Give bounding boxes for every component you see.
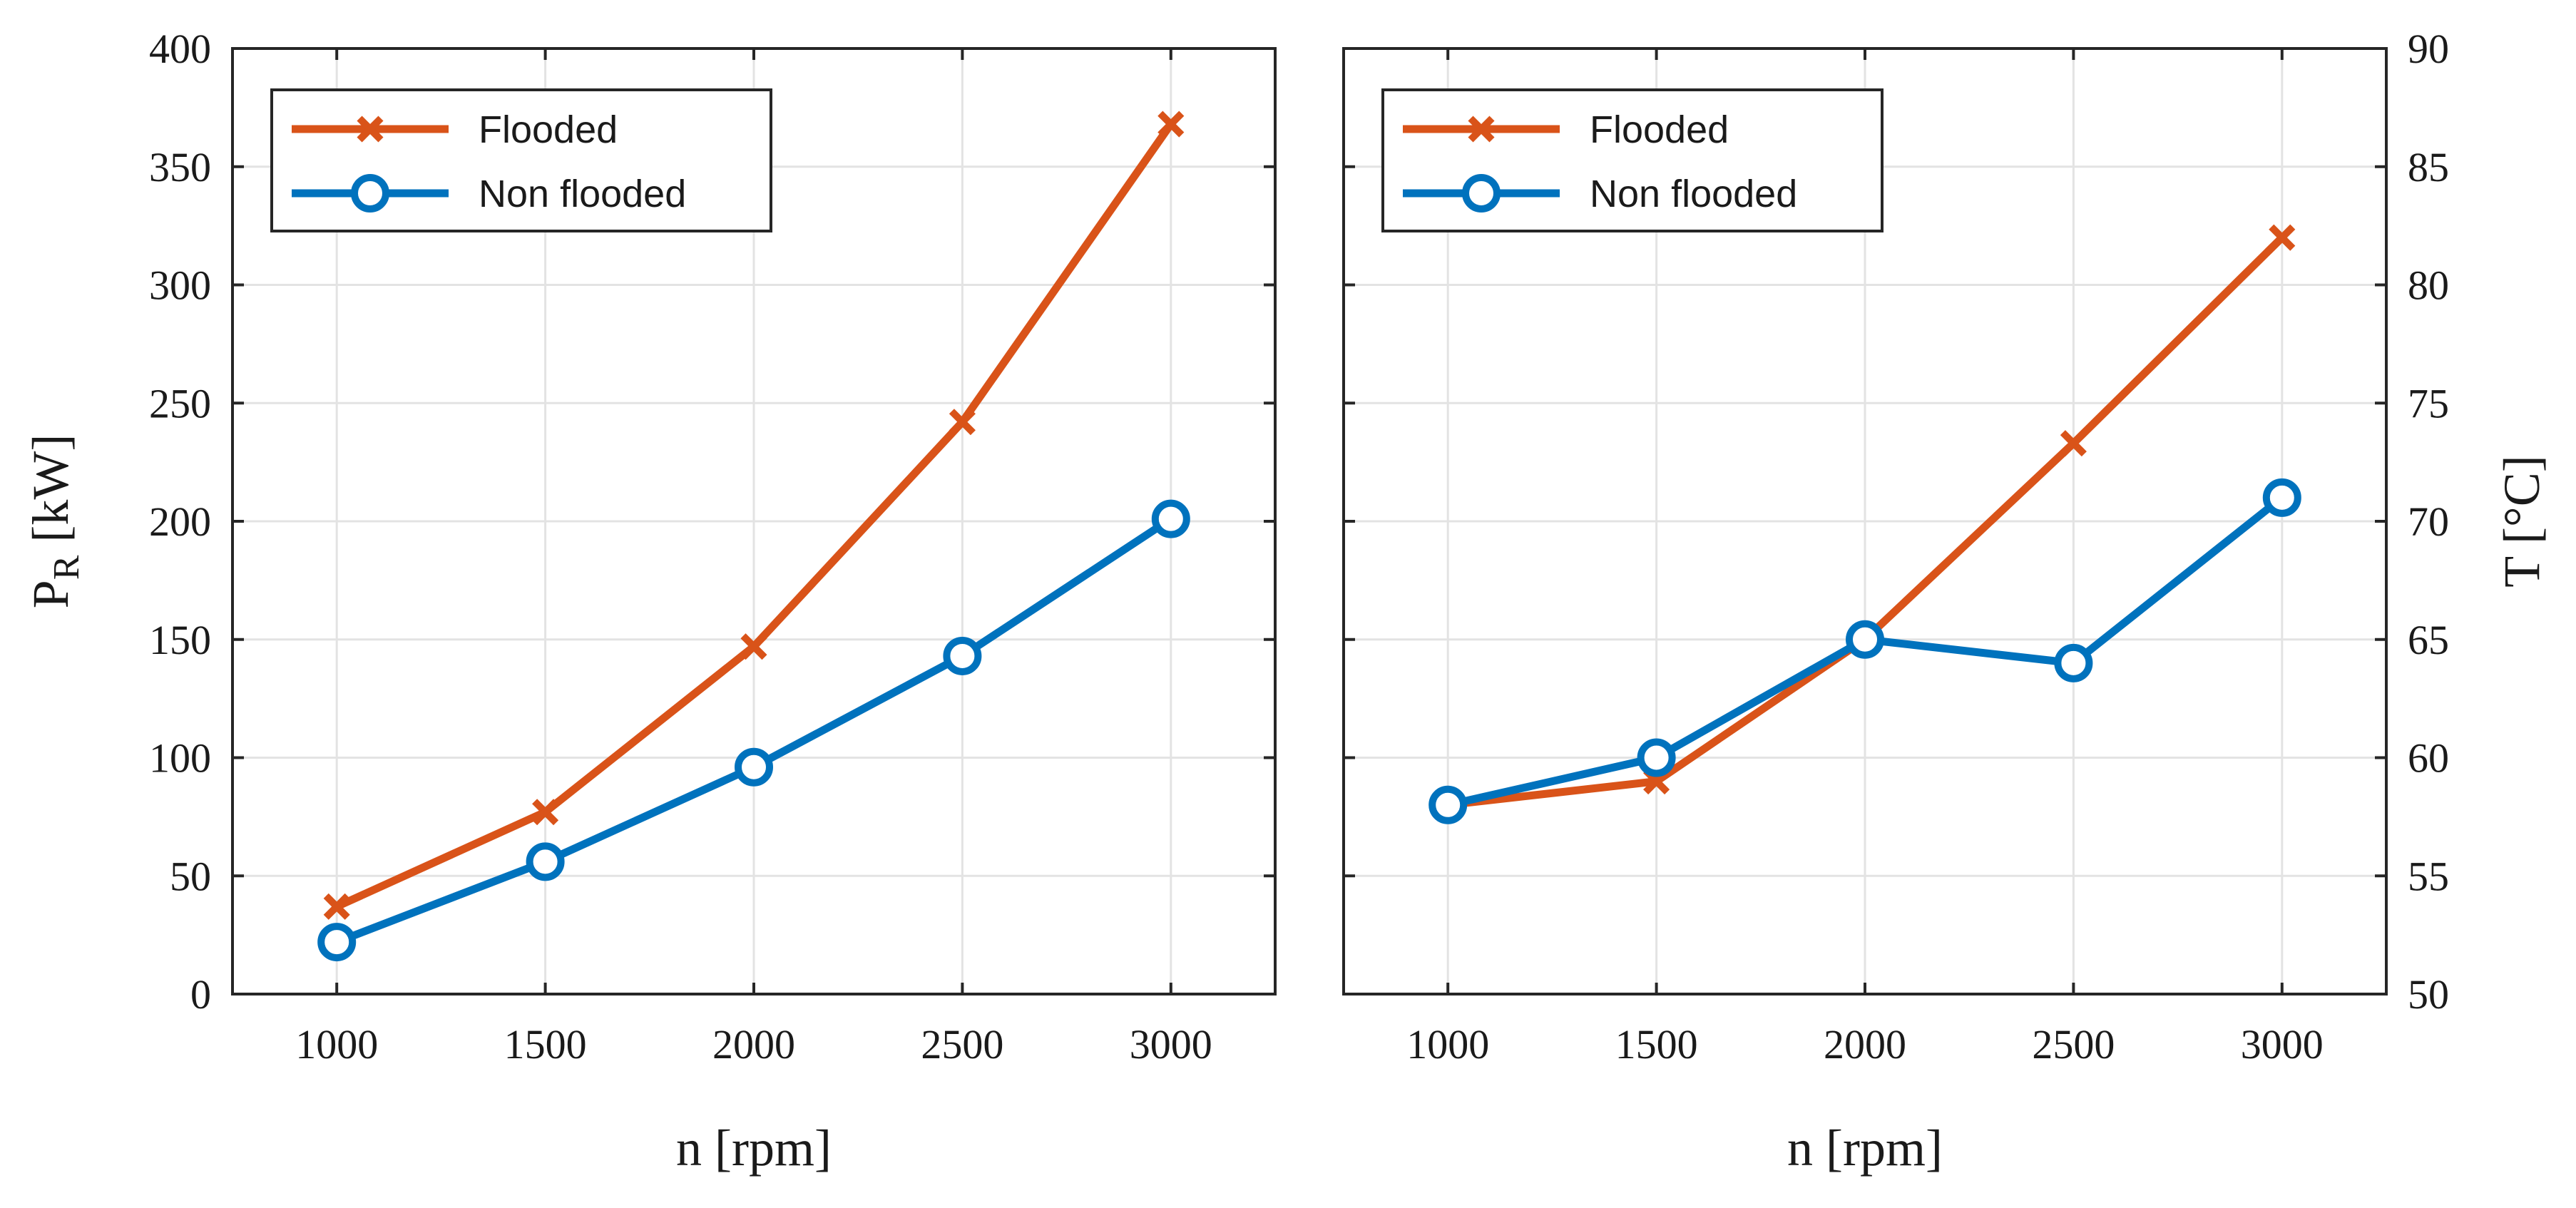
left-y-axis-label-subscript: R: [46, 555, 87, 580]
left-y-tick-label: 100: [149, 735, 211, 782]
right-legend-label: Flooded: [1590, 108, 1729, 151]
right-y-tick-label: 75: [2408, 380, 2449, 426]
right-x-tick-label: 1000: [1406, 1021, 1489, 1068]
left-legend-marker: [351, 174, 389, 213]
left-y-axis-label-unit: [kW]: [22, 434, 79, 556]
left-data-point: [949, 409, 976, 436]
left-x-tick-label: 2000: [712, 1021, 795, 1068]
left-x-tick-label: 1500: [504, 1021, 587, 1068]
left-x-tick-label: 3000: [1130, 1021, 1212, 1068]
right-x-tick-label: 1500: [1615, 1021, 1698, 1068]
left-y-axis-label: PR [kW]: [22, 434, 87, 609]
right-data-point: [1846, 620, 1884, 659]
left-y-tick-label: 150: [149, 617, 211, 663]
left-y-tick-label: 200: [149, 498, 211, 545]
left-y-tick-label: 350: [149, 144, 211, 190]
left-x-tick-label: 2500: [921, 1021, 1003, 1068]
left-data-point: [317, 923, 357, 962]
left-x-tick-labels: 1000 1500 2000 2500 3000: [295, 1021, 1212, 1068]
left-legend-label: Non flooded: [479, 173, 686, 215]
left-data-point: [943, 636, 982, 675]
left-data-point-stroke: [532, 799, 559, 826]
right-legend-label: Non flooded: [1590, 173, 1797, 215]
right-legend-marker: [1462, 174, 1501, 213]
left-legend: Flooded Non flooded: [270, 88, 772, 232]
right-data-point: [1428, 785, 1468, 824]
right-data-point-stroke: [2060, 430, 2087, 457]
left-data-point: [1157, 111, 1185, 138]
left-y-tick-label: 50: [170, 853, 211, 899]
left-y-tick-label: 0: [190, 971, 211, 1018]
right-series-markers: [1428, 224, 2301, 824]
right-y-tick-label: 80: [2408, 262, 2449, 309]
left-y-axis-label-main: P: [22, 580, 79, 608]
right-y-tick-labels: 50 55 60 65 70 75 80 85 90: [2408, 26, 2449, 1018]
left-data-point-stroke: [323, 893, 350, 920]
right-x-tick-label: 3000: [2241, 1021, 2324, 1068]
left-legend-label: Flooded: [479, 108, 618, 151]
right-y-tick-label: 65: [2408, 617, 2449, 663]
left-data-point-stroke: [949, 409, 976, 436]
left-legend-marker: [357, 116, 384, 143]
left-legend-box: [270, 88, 772, 232]
left-data-point: [526, 842, 565, 881]
left-x-axis-label: n [rpm]: [676, 1120, 832, 1177]
right-chart-panel: 1000 1500 2000 2500 3000 505560657075808590 …: [1342, 26, 2550, 1177]
right-y-tick-label: 90: [2408, 26, 2449, 72]
left-data-point: [740, 633, 767, 660]
right-x-tick-label: 2000: [1824, 1021, 1906, 1068]
left-y-tick-label: 250: [149, 380, 211, 426]
left-data-point: [1151, 499, 1190, 538]
left-y-tick-label: 300: [149, 262, 211, 309]
left-data-point-stroke: [1157, 111, 1185, 138]
right-data-point: [2054, 643, 2093, 682]
left-tick-marks: [232, 47, 1275, 995]
left-series-markers: [317, 111, 1190, 962]
right-data-point: [2262, 478, 2301, 517]
right-x-tick-label: 2500: [2032, 1021, 2115, 1068]
left-data-point: [735, 747, 773, 787]
right-data-point: [1637, 738, 1676, 777]
right-y-tick-label: 60: [2408, 735, 2449, 782]
right-x-tick-labels: 1000 1500 2000 2500 3000: [1406, 1021, 2324, 1068]
left-data-point-stroke: [740, 633, 767, 660]
left-x-tick-label: 1000: [295, 1021, 378, 1068]
right-data-point: [2060, 430, 2087, 457]
right-x-axis-label: n [rpm]: [1787, 1120, 1943, 1177]
left-y-tick-label: 400: [149, 26, 211, 72]
left-data-point: [532, 799, 559, 826]
right-legend-box: [1381, 88, 1884, 232]
right-y-axis-label: T [°C]: [2493, 455, 2550, 587]
right-y-tick-label: 85: [2408, 144, 2449, 190]
left-data-point: [323, 893, 350, 920]
right-y-tick-label: 55: [2408, 853, 2449, 899]
left-y-tick-labels: 0 50 100 150 200 250 300 350 400: [149, 26, 211, 1018]
right-legend: Flooded Non flooded: [1381, 88, 1884, 232]
right-y-tick-label: 50: [2408, 971, 2449, 1018]
right-data-point: [2269, 224, 2296, 251]
left-chart-panel: 1000 1500 2000 2500 3000 0 50 100 150 200 250 300 3…: [22, 26, 1277, 1177]
right-tick-marks: [1344, 47, 2386, 995]
right-y-tick-label: 70: [2408, 498, 2449, 545]
right-data-point-stroke: [2269, 224, 2296, 251]
right-legend-marker: [1468, 116, 1495, 143]
